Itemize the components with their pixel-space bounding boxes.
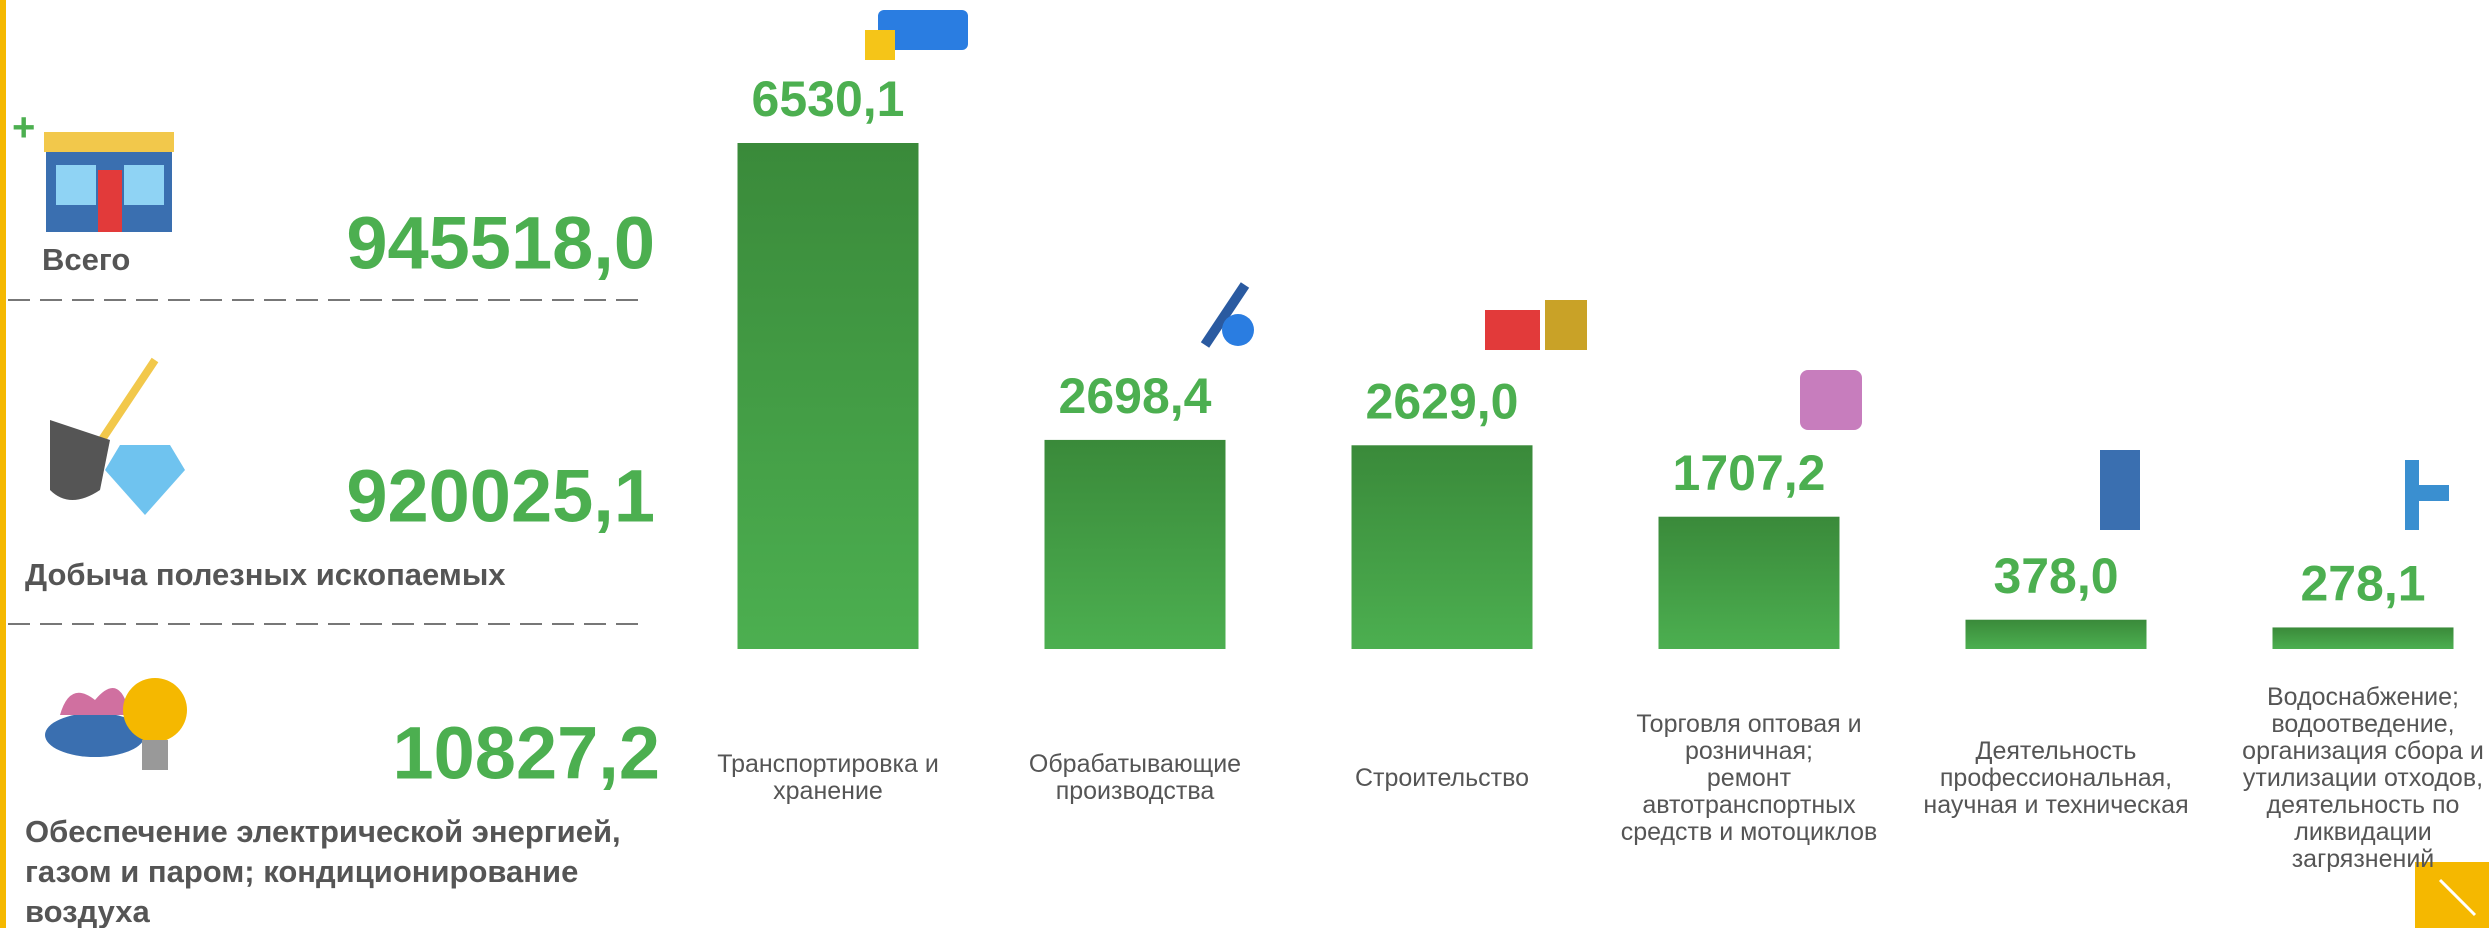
value-label: 6530,1: [752, 71, 905, 127]
bar: [737, 143, 919, 649]
bar: [1965, 619, 2147, 649]
category-label: Водоснабжение; водоотведение, организаци…: [2242, 682, 2484, 873]
value-label: 278,1: [2300, 556, 2425, 612]
summary-label: Всего: [42, 242, 131, 277]
summary-label: Добыча полезных ископаемых: [25, 557, 506, 592]
value-label: 378,0: [1993, 548, 2118, 604]
summary-label: Обеспечение электрической энергией, газо…: [25, 814, 621, 928]
category-label: Деятельность профессиональная, научная и…: [1923, 736, 2189, 819]
category-icons: [865, 10, 2449, 530]
category-label: Обрабатывающие производства: [1028, 750, 1242, 805]
value-label: 1707,2: [1673, 445, 1826, 501]
mining-icon: [50, 357, 185, 515]
category-label: Торговля оптовая и розничная; ремонт авт…: [1620, 709, 1878, 846]
bar: [1351, 445, 1533, 649]
category-label: Строительство: [1355, 763, 1529, 792]
shop-icon: +: [12, 106, 174, 232]
value-label: 2698,4: [1059, 368, 1212, 424]
category-label: Транспортировка и хранение: [717, 750, 939, 805]
energy-icon: [45, 678, 187, 770]
side-stripe: [0, 0, 6, 928]
next-arrow: [2438, 878, 2477, 917]
value-label: 2629,0: [1366, 373, 1519, 429]
bar: [1658, 516, 1840, 649]
bar: [2272, 627, 2454, 649]
bar: [1044, 439, 1226, 649]
summary-value: 10827,2: [393, 712, 661, 795]
svg-text:+: +: [12, 106, 35, 150]
summary-value: 920025,1: [346, 455, 655, 538]
next-button[interactable]: [2415, 862, 2489, 928]
summary-value: 945518,0: [346, 202, 655, 285]
